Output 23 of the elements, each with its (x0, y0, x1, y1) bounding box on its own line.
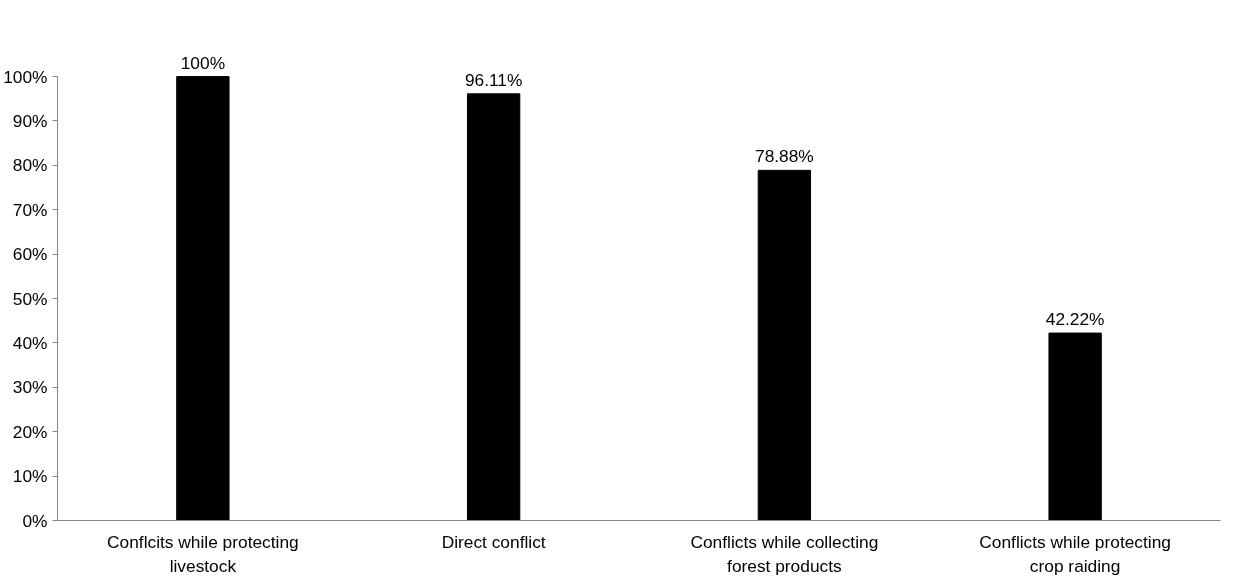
data-label: 100% (180, 52, 226, 73)
y-tick-label: 100% (3, 66, 48, 87)
y-tick-label: 70% (12, 199, 48, 220)
bar (757, 169, 812, 521)
y-tick-label: 90% (12, 110, 48, 131)
y-tick-label: 40% (12, 332, 48, 353)
y-tick-label: 80% (12, 155, 48, 176)
bar (176, 76, 230, 521)
y-tick-label: 30% (12, 377, 48, 398)
bar (1048, 332, 1102, 521)
x-tick-label: Conflicts while protecting crop raiding (979, 531, 1171, 576)
data-label: 42.22% (1045, 309, 1105, 330)
x-tick-label: Conflicts while collecting forest products (690, 531, 879, 576)
y-tick-label: 20% (12, 421, 48, 442)
y-tick-label: 50% (12, 288, 48, 309)
y-tick-label: 0% (22, 510, 48, 531)
x-tick-label: Conflcits while protecting livestock (107, 531, 299, 576)
y-tick-label: 10% (12, 466, 48, 487)
x-tick-label: Direct conflict (441, 531, 546, 552)
bar (466, 93, 521, 521)
data-label: 78.88% (754, 146, 814, 167)
data-label: 96.11% (464, 69, 523, 90)
y-tick-label: 60% (12, 244, 48, 265)
